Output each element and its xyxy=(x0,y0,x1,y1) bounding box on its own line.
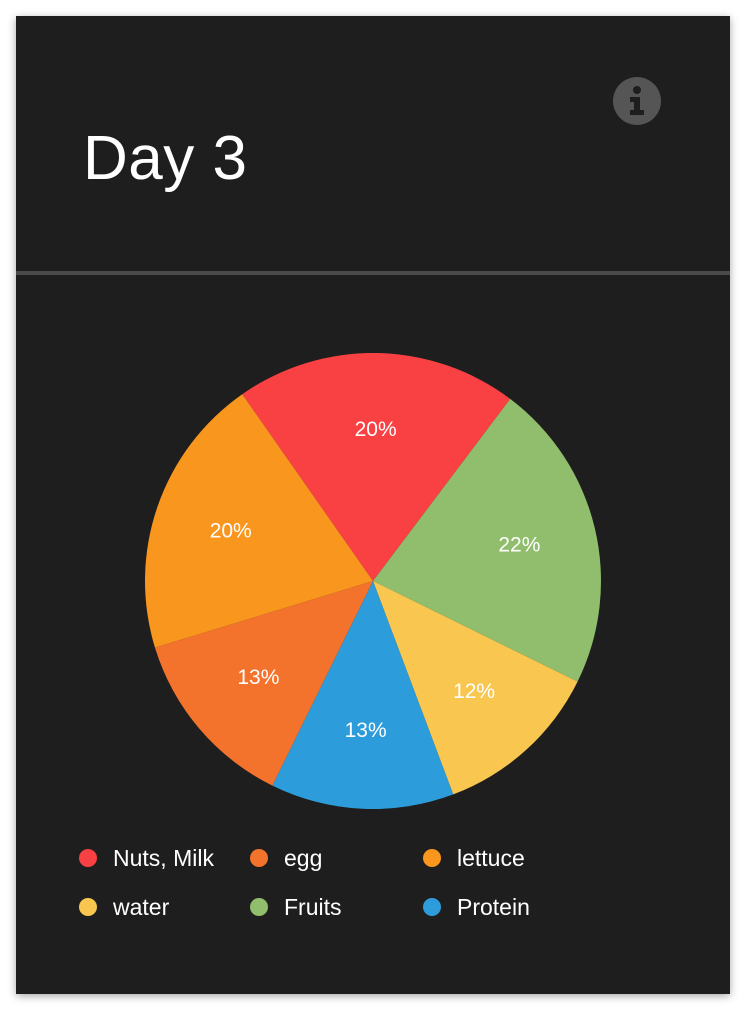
slice-value-label: 22% xyxy=(498,534,540,557)
legend-item[interactable]: Protein xyxy=(423,892,530,922)
legend-item[interactable]: water xyxy=(79,892,169,922)
legend-color-dot xyxy=(423,849,441,867)
chart-legend: Nuts, Milk egg lettuce water Fruits Protein xyxy=(16,836,730,956)
pie-slice-fruits[interactable] xyxy=(373,398,601,682)
pie-slice-protein[interactable] xyxy=(272,581,454,809)
slice-value-label: 20% xyxy=(355,418,397,441)
page-title: Day 3 xyxy=(83,124,248,193)
legend-label: Nuts, Milk xyxy=(113,844,214,871)
legend-color-dot xyxy=(423,898,441,916)
legend-label: water xyxy=(113,893,170,920)
slice-value-label: 20% xyxy=(210,520,252,543)
slice-value-label: 13% xyxy=(345,719,387,742)
legend-color-dot xyxy=(79,898,97,916)
pie-chart: 20% 22% 12% 13% 13% 20% xyxy=(16,275,730,835)
legend-color-dot xyxy=(79,849,97,867)
legend-label: Fruits xyxy=(284,893,342,920)
header-divider xyxy=(16,271,730,275)
info-button[interactable] xyxy=(613,77,661,125)
pie-slice-water[interactable] xyxy=(373,581,578,795)
legend-label: Protein xyxy=(457,893,530,920)
legend-item[interactable]: egg xyxy=(250,843,322,873)
legend-item[interactable]: Nuts, Milk xyxy=(79,843,214,873)
card-header: Day 3 xyxy=(16,16,730,271)
legend-label: egg xyxy=(284,844,323,871)
info-circle-icon xyxy=(613,77,661,125)
legend-color-dot xyxy=(250,849,268,867)
pie-chart-svg: 20% 22% 12% 13% 13% 20% xyxy=(145,353,601,809)
slice-value-label: 13% xyxy=(237,666,279,689)
legend-color-dot xyxy=(250,898,268,916)
pie-slice-lettuce[interactable] xyxy=(145,394,373,648)
legend-item[interactable]: lettuce xyxy=(423,843,525,873)
chart-card: Day 3 20% 22% 12% 13% 13% 20% Nuts, Milk egg le… xyxy=(16,16,730,994)
pie-slice-nuts-milk[interactable] xyxy=(242,353,511,581)
slice-value-label: 12% xyxy=(453,680,495,703)
legend-item[interactable]: Fruits xyxy=(250,892,342,922)
pie-slice-egg[interactable] xyxy=(154,581,373,786)
legend-label: lettuce xyxy=(457,844,525,871)
